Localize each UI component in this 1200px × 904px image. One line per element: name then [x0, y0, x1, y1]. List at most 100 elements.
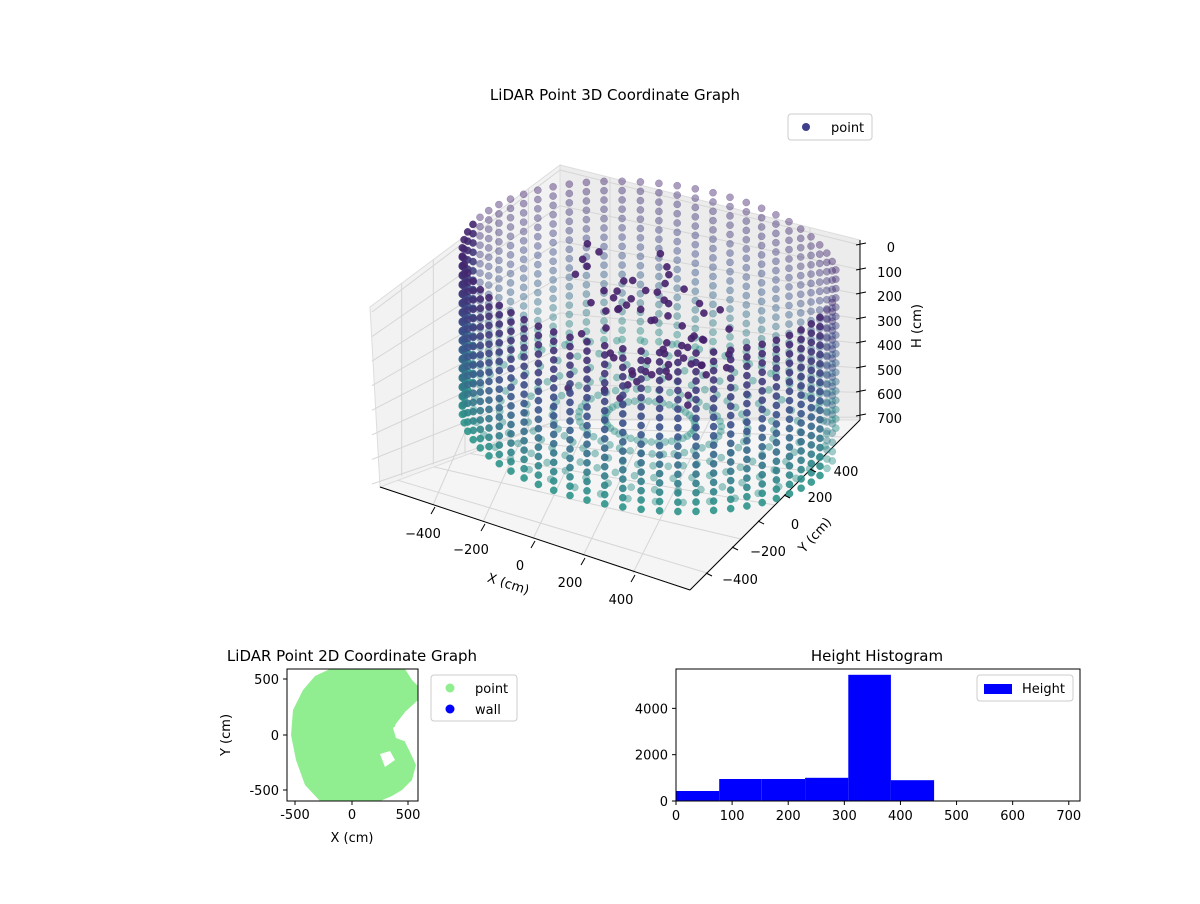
lidar-point [520, 265, 527, 272]
lidar-point [619, 392, 626, 399]
lidar-point [674, 350, 681, 357]
z-tick-label: 200 [877, 290, 902, 305]
lidar-point [727, 384, 734, 391]
lidar-point [674, 229, 681, 236]
lidar-point [495, 229, 502, 236]
lidar-point [710, 442, 717, 449]
lidar-point [550, 258, 557, 265]
lidar-point [727, 356, 734, 363]
lidar-point [600, 224, 607, 231]
lidar-point [823, 335, 830, 342]
lidar-point [727, 496, 734, 503]
chart-3d-title: LiDAR Point 3D Coordinate Graph [490, 86, 740, 104]
lidar-point [758, 251, 765, 258]
lidar-point [772, 258, 779, 265]
lidar-point [520, 293, 527, 300]
lidar-point [601, 407, 608, 414]
lidar-point [743, 283, 750, 290]
lidar-point [674, 480, 681, 487]
lidar-point [684, 402, 691, 409]
lidar-point [692, 498, 699, 505]
lidar-point [566, 417, 573, 424]
x-tick-mark [481, 524, 485, 531]
lidar-point [798, 466, 805, 473]
lidar-point [816, 288, 823, 295]
lidar-point [719, 483, 726, 490]
x-tick-label: 0 [516, 559, 524, 574]
lidar-point [619, 262, 626, 269]
lidar-point [692, 250, 699, 257]
lidar-point [550, 477, 557, 484]
lidar-point [520, 219, 527, 226]
lidar-point [816, 323, 823, 330]
lidar-point [485, 254, 492, 261]
lidar-point [656, 479, 663, 486]
lidar-point [495, 266, 502, 273]
lidar-point [674, 378, 681, 385]
lidar-point [798, 392, 805, 399]
lidar-point [786, 388, 793, 395]
lidar-point [785, 246, 792, 253]
lidar-point [709, 254, 716, 261]
lidar-point [816, 360, 823, 367]
lidar-point [829, 258, 836, 265]
lidar-point [772, 221, 779, 228]
lidar-point [816, 397, 823, 404]
lidar-point [627, 447, 634, 454]
lidar-point [619, 401, 626, 408]
lidar-point [807, 298, 814, 305]
lidar-point [587, 299, 594, 306]
lidar-point [709, 217, 716, 224]
lidar-point [485, 207, 492, 214]
lidar-point [726, 268, 733, 275]
lidar-point [759, 369, 766, 376]
lidar-point [566, 255, 573, 262]
lidar-point [470, 436, 477, 443]
lidar-point [798, 485, 805, 492]
lidar-point [692, 480, 699, 487]
lidar-point [726, 259, 733, 266]
lidar-point [786, 434, 793, 441]
lidar-point [528, 450, 535, 457]
lidar-point [495, 210, 502, 217]
lidar-point [601, 417, 608, 424]
lidar-point [507, 214, 514, 221]
lidar-point [550, 202, 557, 209]
lidar-point [477, 323, 484, 330]
lidar-point [727, 477, 734, 484]
lidar-point [600, 196, 607, 203]
lidar-point [808, 413, 815, 420]
lidar-point [583, 385, 590, 392]
lidar-point [470, 324, 477, 331]
lidar-point [521, 400, 528, 407]
lidar-point [798, 401, 805, 408]
lidar-point [520, 200, 527, 207]
lidar-point [637, 271, 644, 278]
lidar-point [619, 178, 626, 185]
lidar-point [485, 282, 492, 289]
lidar-point [743, 456, 750, 463]
lidar-point [649, 450, 656, 457]
legend-3d-label: point [831, 121, 864, 136]
lidar-point [601, 342, 608, 349]
lidar-point [798, 364, 805, 371]
lidar-point [485, 216, 492, 223]
lidar-point [521, 447, 528, 454]
lidar-point [619, 317, 626, 324]
lidar-point [773, 365, 780, 372]
lidar-point [823, 372, 830, 379]
lidar-point [823, 353, 830, 360]
lidar-point [808, 358, 815, 365]
lidar-point [773, 355, 780, 362]
lidar-point [743, 245, 750, 252]
lidar-point [674, 294, 681, 301]
lidar-point [485, 424, 492, 431]
histogram-bar [719, 779, 762, 801]
histogram-x-ticks: 0 100 200 300 400 500 600 700 [672, 801, 1081, 824]
lidar-point [797, 300, 804, 307]
lidar-point [485, 294, 492, 301]
lidar-point [681, 286, 688, 293]
lidar-point [703, 403, 710, 410]
lidar-point [583, 366, 590, 373]
lidar-point [656, 349, 663, 356]
